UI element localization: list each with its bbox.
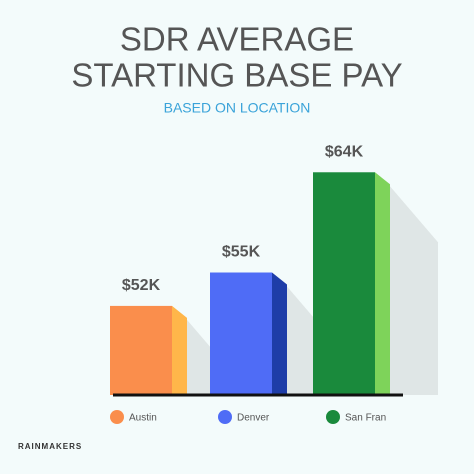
logo: RAINMAKERS	[18, 442, 82, 451]
legend-label: Austin	[129, 413, 157, 424]
bar-side	[172, 305, 187, 395]
value-label: $64K	[325, 143, 364, 160]
bar-side	[272, 272, 287, 395]
legend-swatch	[326, 410, 340, 424]
chart-subtitle: BASED ON LOCATION	[164, 100, 311, 116]
legend-label: Denver	[237, 413, 270, 424]
bar	[210, 272, 272, 395]
value-label: $52K	[122, 277, 161, 294]
bar	[110, 305, 172, 395]
bar	[313, 172, 375, 395]
legend-swatch	[218, 410, 232, 424]
legend-label: San Fran	[345, 413, 386, 424]
legend-swatch	[110, 410, 124, 424]
chart-title: STARTING BASE PAY	[71, 57, 402, 94]
chart-title: SDR AVERAGE	[120, 21, 354, 58]
bar-shadow	[390, 186, 438, 395]
value-label: $55K	[222, 244, 261, 261]
bar-side	[375, 172, 390, 395]
